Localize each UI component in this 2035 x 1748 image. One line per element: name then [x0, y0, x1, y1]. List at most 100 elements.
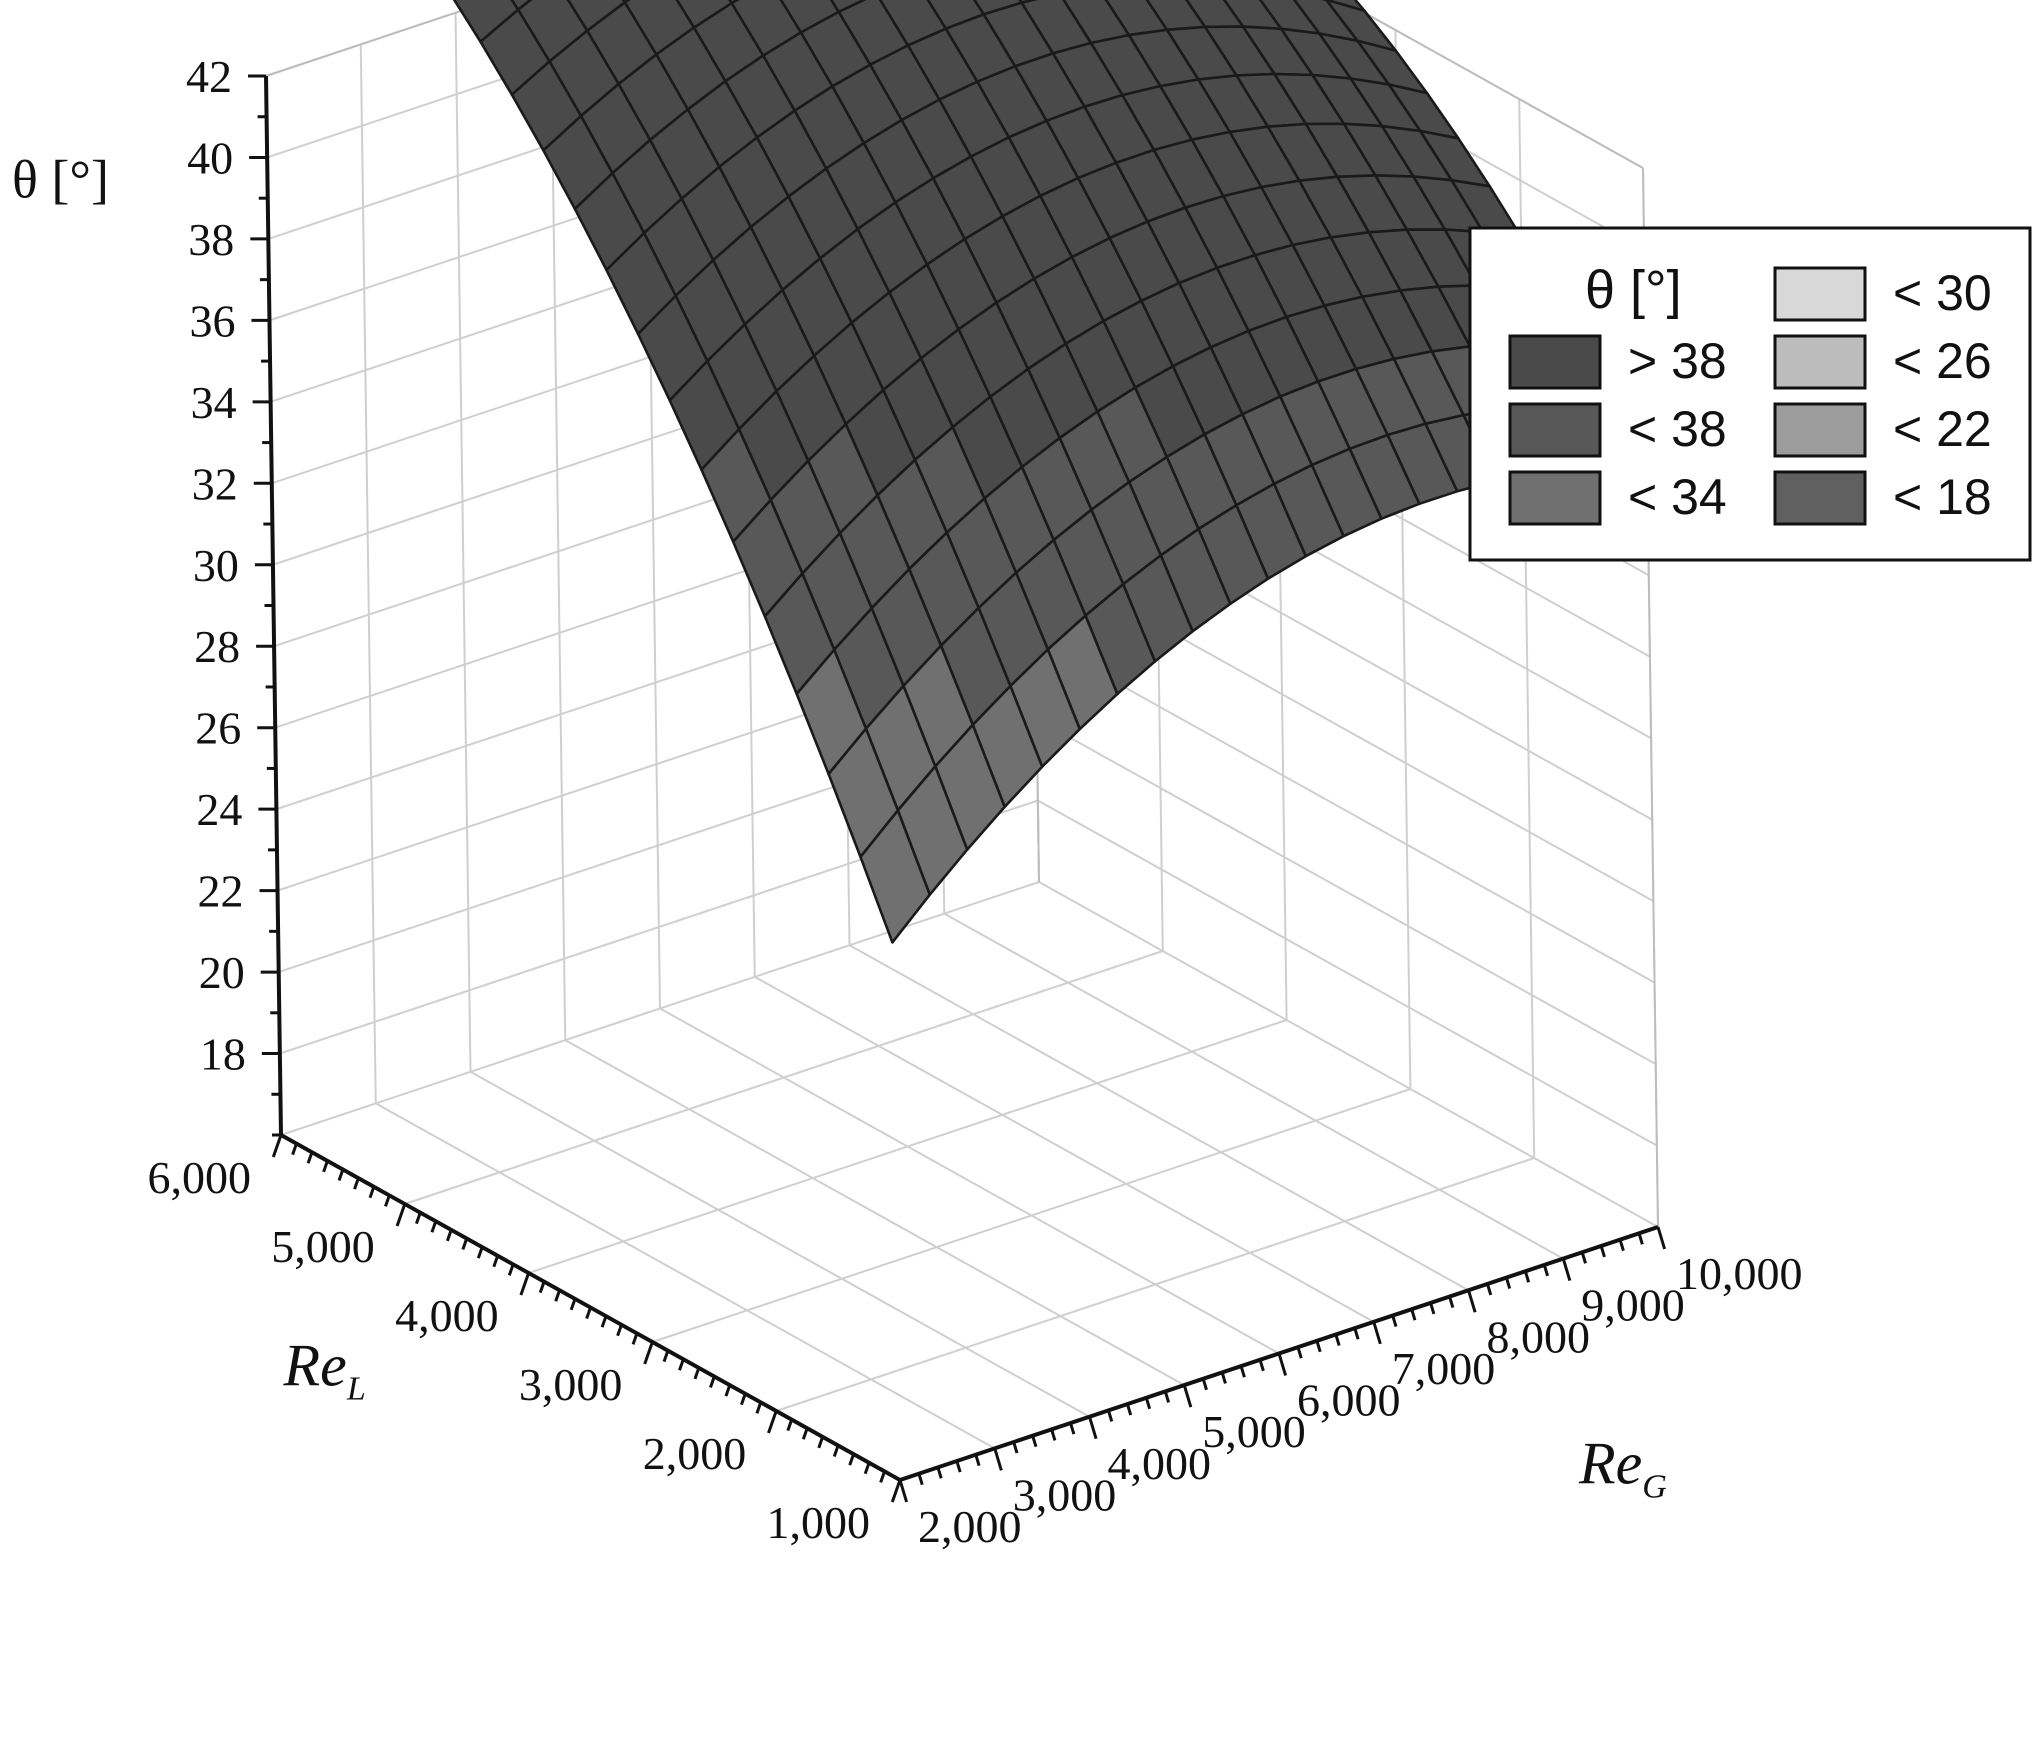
reg-axis-tick: [1618, 1239, 1625, 1252]
z-tick-label: 32: [192, 458, 238, 509]
rel-axis-tick: [461, 1238, 469, 1250]
z-tick-label: 28: [194, 621, 240, 672]
reg-tick-label: 2,000: [918, 1501, 1022, 1552]
wall-grid-line: [454, 12, 472, 1072]
rel-axis-tick: [643, 1341, 654, 1365]
z-axis-label: θ [°]: [12, 149, 109, 209]
reg-axis-tick: [1467, 1289, 1477, 1313]
rel-axis-tick: [519, 1272, 531, 1296]
reg-axis-tick: [1410, 1308, 1417, 1321]
rel-axis-label: ReL: [283, 1333, 366, 1408]
reg-axis-tick: [1334, 1334, 1341, 1346]
reg-axis-tick: [1050, 1428, 1057, 1441]
rel-axis-tick: [616, 1324, 623, 1337]
z-tick-label: 22: [198, 866, 244, 917]
reg-axis-tick: [1542, 1264, 1550, 1277]
reg-axis-tick: [1372, 1321, 1382, 1345]
legend-entry-label: < 26: [1893, 333, 1992, 389]
rel-axis-tick: [476, 1246, 484, 1259]
legend-swatch: [1773, 402, 1867, 458]
rel-tick-label: 6,000: [148, 1152, 252, 1203]
reg-axis-tick: [917, 1473, 924, 1486]
reg-axis-tick: [993, 1447, 1003, 1471]
wall-grid-line: [659, 1007, 1280, 1355]
reg-axis-tick: [1182, 1384, 1193, 1408]
rel-axis-tick: [786, 1419, 794, 1432]
legend-entry-label: > 38: [1628, 333, 1727, 389]
wall-grid-line: [1037, 799, 1658, 1147]
rel-axis-tick: [368, 1186, 376, 1199]
rel-axis-tick: [353, 1177, 360, 1190]
wall-grid-line: [359, 44, 377, 1104]
rel-axis-tick: [322, 1160, 329, 1173]
reg-axis-tick: [1656, 1226, 1667, 1250]
rel-axis-label-sub: L: [346, 1371, 366, 1408]
z-tick-label: 36: [189, 295, 235, 346]
reg-axis-tick: [1012, 1441, 1019, 1454]
rel-axis-tick: [395, 1203, 407, 1227]
legend-swatch: [1508, 402, 1602, 458]
legend-swatch: [1508, 470, 1602, 526]
rel-axis-tick: [755, 1401, 763, 1414]
wall-grid-line: [943, 912, 1564, 1260]
rel-axis-tick: [430, 1220, 438, 1233]
rel-axis-tick: [600, 1315, 608, 1328]
reg-tick-label: 8,000: [1487, 1311, 1591, 1362]
reg-tick-label: 3,000: [1013, 1469, 1117, 1520]
rel-axis-tick: [678, 1358, 685, 1371]
wall-grid-line: [1036, 718, 1657, 1065]
z-tick-label: 38: [188, 214, 234, 265]
reg-axis-tick: [1523, 1270, 1531, 1283]
reg-axis-tick: [1561, 1258, 1572, 1282]
z-tick-label: 24: [196, 784, 242, 835]
legend-entry-label: < 30: [1893, 265, 1992, 321]
reg-axis-tick: [1429, 1302, 1436, 1315]
reg-axis-tick: [898, 1479, 909, 1503]
rel-axis-tick: [709, 1376, 716, 1388]
legend-swatch: [1508, 334, 1602, 390]
rel-axis-tick: [631, 1332, 639, 1345]
reg-axis-tick: [936, 1466, 943, 1479]
reg-tick-label: 4,000: [1108, 1438, 1212, 1489]
reg-axis-tick: [1391, 1315, 1398, 1327]
reg-axis-tick: [1353, 1327, 1360, 1340]
surface-cell: [859, 809, 932, 944]
reg-axis-tick: [955, 1460, 962, 1473]
z-tick-label: 30: [193, 540, 239, 591]
rel-tick-label: 3,000: [519, 1359, 623, 1410]
legend-swatch: [1773, 334, 1867, 390]
rel-axis-tick: [291, 1143, 298, 1156]
reg-axis-label-sub: G: [1642, 1469, 1667, 1506]
z-tick-label: 34: [191, 377, 237, 428]
rel-axis-tick: [693, 1367, 701, 1380]
reg-axis-tick: [1031, 1435, 1038, 1448]
wall-grid-line: [849, 944, 1469, 1292]
rel-axis-tick: [538, 1281, 546, 1294]
legend-entry-label: < 22: [1893, 401, 1992, 457]
rel-tick-label: 5,000: [271, 1221, 375, 1272]
rel-axis-tick: [863, 1462, 871, 1475]
reg-axis-tick: [1258, 1359, 1265, 1372]
reg-axis-tick: [1088, 1416, 1098, 1440]
rel-tick-label: 4,000: [395, 1290, 499, 1341]
reg-axis-tick: [1296, 1346, 1303, 1359]
rel-axis-tick: [384, 1194, 391, 1207]
wall-border: [1339, 0, 1644, 169]
rel-axis-tick: [879, 1470, 886, 1483]
reg-tick-label: 6,000: [1297, 1375, 1401, 1426]
z-tick-label: 26: [195, 703, 241, 754]
rel-axis-tick: [271, 1134, 283, 1158]
legend-entry-label: < 38: [1628, 401, 1727, 457]
reg-axis-tick: [1069, 1422, 1076, 1435]
rel-axis-tick: [337, 1169, 345, 1181]
rel-axis-tick: [492, 1255, 500, 1268]
rel-axis-tick: [415, 1212, 422, 1225]
legend-title: θ [°]: [1585, 260, 1682, 320]
legend-swatch: [1773, 470, 1867, 526]
axes: 18 20 22 24 26 28 30 32 34 36 38 40 42 θ [°] 1,000 2,00…: [12, 51, 1803, 1552]
reg-axis-tick: [1486, 1283, 1493, 1296]
z-tick-label: 20: [199, 947, 245, 998]
rel-axis-tick: [569, 1298, 577, 1311]
